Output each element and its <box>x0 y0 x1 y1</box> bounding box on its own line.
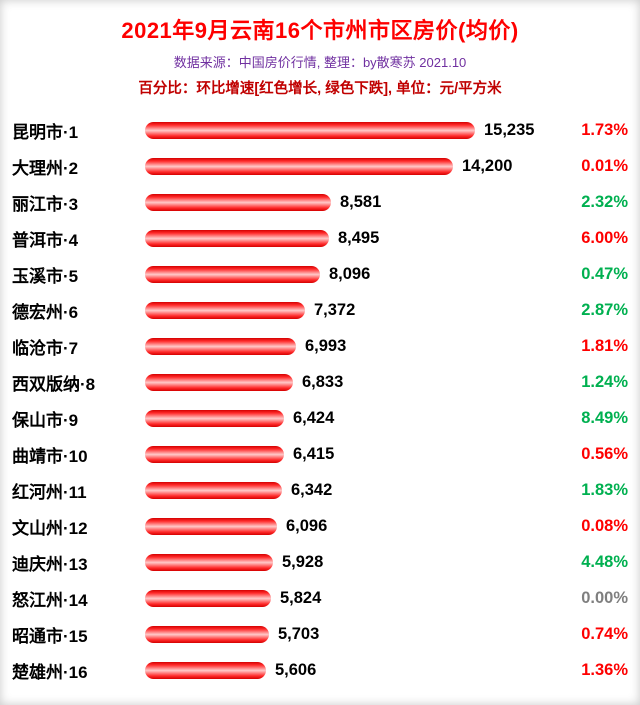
price-bar <box>145 481 282 499</box>
row-value: 8,495 <box>338 228 380 247</box>
chart-row: 怒江州·14 5,824 0.00% <box>12 580 628 616</box>
chart-row: 楚雄州·16 5,606 1.36% <box>12 652 628 688</box>
row-value: 6,096 <box>286 516 328 535</box>
chart-header: 2021年9月云南16个市州市区房价(均价) 数据来源：中国房价行情, 整理：b… <box>0 0 640 98</box>
price-bar <box>145 121 475 139</box>
row-value: 5,824 <box>280 588 322 607</box>
row-label: 昆明市·1 <box>12 122 79 142</box>
row-label: 大理州·2 <box>12 158 79 178</box>
row-percent: 6.00% <box>581 228 628 247</box>
chart-row: 昭通市·15 5,703 0.74% <box>12 616 628 652</box>
row-value: 5,703 <box>278 624 320 643</box>
row-value: 8,581 <box>340 192 382 211</box>
row-value: 15,235 <box>484 120 535 139</box>
row-label: 临沧市·7 <box>12 338 79 358</box>
row-label: 丽江市·3 <box>12 194 79 214</box>
row-value: 6,993 <box>305 336 347 355</box>
row-value: 6,424 <box>293 408 335 427</box>
chart-row: 昆明市·1 15,235 1.73% <box>12 112 628 148</box>
price-bar <box>145 553 273 571</box>
chart-row: 德宏州·6 7,372 2.87% <box>12 292 628 328</box>
price-bar <box>145 661 266 679</box>
row-label: 迪庆州·13 <box>12 554 88 574</box>
row-percent: 0.01% <box>581 156 628 175</box>
chart-row: 普洱市·4 8,495 6.00% <box>12 220 628 256</box>
row-label: 红河州·11 <box>12 482 87 502</box>
chart-row: 红河州·11 6,342 1.83% <box>12 472 628 508</box>
row-label: 保山市·9 <box>12 410 79 430</box>
price-bar <box>145 337 296 355</box>
price-bar <box>145 589 271 607</box>
row-percent: 0.00% <box>581 588 628 607</box>
chart-row: 文山州·12 6,096 0.08% <box>12 508 628 544</box>
row-value: 6,342 <box>291 480 333 499</box>
price-bar <box>145 409 284 427</box>
row-label: 文山州·12 <box>12 518 88 538</box>
row-label: 普洱市·4 <box>12 230 79 250</box>
price-bar <box>145 517 277 535</box>
price-bar <box>145 265 320 283</box>
price-bar <box>145 625 269 643</box>
chart-row: 西双版纳·8 6,833 1.24% <box>12 364 628 400</box>
row-value: 7,372 <box>314 300 356 319</box>
chart-row: 保山市·9 6,424 8.49% <box>12 400 628 436</box>
row-percent: 0.56% <box>581 444 628 463</box>
row-percent: 1.83% <box>581 480 628 499</box>
row-value: 6,833 <box>302 372 344 391</box>
row-percent: 0.47% <box>581 264 628 283</box>
chart-row: 大理州·2 14,200 0.01% <box>12 148 628 184</box>
price-bar <box>145 445 284 463</box>
row-label: 德宏州·6 <box>12 302 79 322</box>
price-bar <box>145 229 329 247</box>
page-title: 2021年9月云南16个市州市区房价(均价) <box>121 18 519 43</box>
row-label: 玉溪市·5 <box>12 266 79 286</box>
row-percent: 1.81% <box>581 336 628 355</box>
price-bar <box>145 193 331 211</box>
row-value: 6,415 <box>293 444 335 463</box>
chart-row: 迪庆州·13 5,928 4.48% <box>12 544 628 580</box>
row-value: 14,200 <box>462 156 513 175</box>
row-label: 昭通市·15 <box>12 626 88 646</box>
row-percent: 1.36% <box>581 660 628 679</box>
row-percent: 2.32% <box>581 192 628 211</box>
chart-row: 曲靖市·10 6,415 0.56% <box>12 436 628 472</box>
row-percent: 4.48% <box>581 552 628 571</box>
row-percent: 0.08% <box>581 516 628 535</box>
row-percent: 1.73% <box>581 120 628 139</box>
price-bar <box>145 373 293 391</box>
row-label: 楚雄州·16 <box>12 662 88 682</box>
row-percent: 2.87% <box>581 300 628 319</box>
row-value: 5,928 <box>282 552 324 571</box>
row-label: 曲靖市·10 <box>12 446 88 466</box>
row-percent: 0.74% <box>581 624 628 643</box>
row-label: 西双版纳·8 <box>12 374 96 394</box>
row-value: 8,096 <box>329 264 371 283</box>
row-percent: 1.24% <box>581 372 628 391</box>
row-percent: 8.49% <box>581 408 628 427</box>
price-bar <box>145 301 305 319</box>
chart-row: 临沧市·7 6,993 1.81% <box>12 328 628 364</box>
data-source-line: 数据来源：中国房价行情, 整理：by散寒苏 2021.10 <box>173 55 467 70</box>
legend-note-line: 百分比：环比增速[红色增长, 绿色下跌], 单位：元/平方米 <box>138 81 502 97</box>
row-value: 5,606 <box>275 660 317 679</box>
chart-row: 玉溪市·5 8,096 0.47% <box>12 256 628 292</box>
row-label: 怒江州·14 <box>12 590 88 610</box>
price-bar <box>145 157 453 175</box>
chart-row: 丽江市·3 8,581 2.32% <box>12 184 628 220</box>
chart-rows: 昆明市·1 15,235 1.73% 大理州·2 14,200 0.01% 丽江… <box>0 112 640 688</box>
